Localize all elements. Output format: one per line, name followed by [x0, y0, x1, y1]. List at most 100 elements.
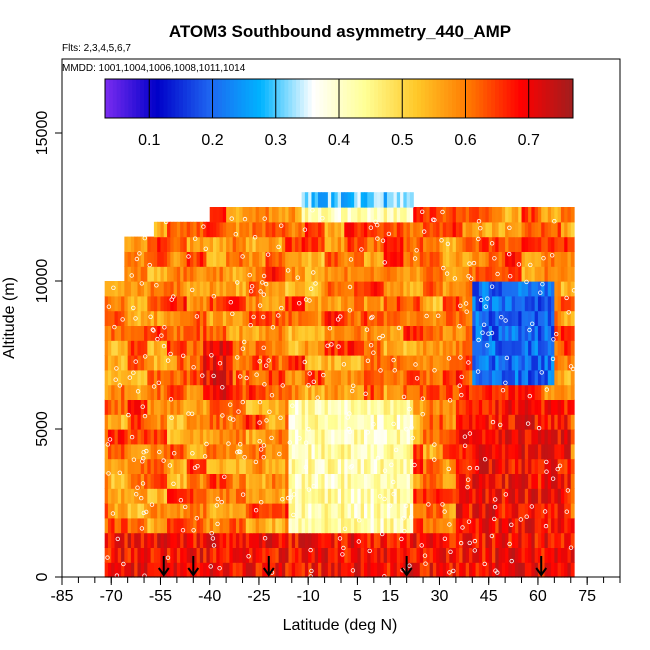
heatmap-cell: [472, 429, 477, 445]
heatmap-cell: [528, 310, 532, 326]
track-point: [493, 497, 498, 502]
track-point: [191, 528, 196, 533]
heatmap-cell: [170, 281, 175, 297]
track-point: [287, 440, 292, 445]
heatmap-cell: [127, 443, 132, 460]
heatmap-cell: [390, 192, 395, 208]
heatmap-cell: [528, 532, 532, 548]
heatmap-cell: [206, 236, 211, 252]
heatmap-cell: [203, 251, 208, 267]
track-point: [264, 363, 269, 368]
heatmap-cell: [245, 532, 250, 548]
heatmap-cell: [475, 503, 480, 519]
track-point: [536, 425, 542, 431]
heatmap-cell: [272, 503, 276, 519]
heatmap-cell: [406, 547, 411, 563]
heatmap-cell: [465, 547, 470, 563]
heatmap-cell: [537, 369, 542, 386]
heatmap-cell: [465, 532, 470, 548]
heatmap-cell: [252, 429, 257, 445]
profile-arrow-head: [157, 567, 170, 577]
heatmap-cell: [180, 266, 185, 282]
track-point: [279, 223, 284, 228]
track-point: [525, 421, 531, 426]
heatmap-cell: [285, 503, 290, 519]
track-point: [147, 262, 152, 268]
heatmap-cell: [446, 547, 450, 563]
heatmap-cell: [281, 221, 286, 238]
heatmap-cell: [495, 517, 500, 534]
heatmap-cell: [495, 221, 500, 238]
heatmap-cell: [281, 236, 286, 252]
heatmap-cell: [406, 369, 411, 386]
heatmap-cell: [265, 310, 270, 326]
heatmap-cell: [252, 399, 257, 415]
heatmap-cell: [318, 384, 322, 400]
heatmap-cell: [252, 473, 257, 489]
heatmap-cell: [127, 236, 132, 252]
heatmap-cell: [567, 458, 572, 474]
heatmap-cell: [291, 503, 296, 519]
track-point: [458, 355, 463, 360]
heatmap-cell: [258, 369, 263, 386]
heatmap-cell: [380, 251, 385, 267]
heatmap-cell: [423, 473, 427, 489]
heatmap-cell: [114, 488, 119, 504]
heatmap-cell: [521, 473, 526, 489]
heatmap-cell: [482, 355, 487, 371]
heatmap-cell: [363, 414, 368, 430]
track-point: [261, 273, 267, 279]
heatmap-cell: [442, 473, 447, 489]
heatmap-cell: [557, 384, 562, 400]
heatmap-cell: [249, 488, 253, 504]
heatmap-cell: [281, 458, 286, 474]
heatmap-cell: [439, 251, 444, 267]
heatmap-cell: [426, 207, 431, 223]
heatmap-cell: [140, 562, 145, 578]
x-tick-label: -10: [297, 588, 320, 605]
track-point: [359, 247, 364, 252]
heatmap-cell: [511, 488, 516, 504]
heatmap-cell: [167, 473, 171, 489]
heatmap-cell: [121, 281, 125, 297]
heatmap-cell: [432, 310, 437, 326]
heatmap-cell: [406, 281, 411, 297]
heatmap-cell: [331, 473, 336, 489]
heatmap-cell: [482, 384, 487, 400]
track-point: [142, 354, 148, 359]
heatmap-cell: [199, 532, 204, 548]
heatmap-cell: [167, 547, 171, 563]
heatmap-cell: [196, 236, 201, 252]
heatmap-cell: [482, 532, 487, 548]
heatmap-cell: [212, 384, 217, 400]
colorbar-swatch: [545, 79, 551, 118]
track-point: [129, 434, 135, 440]
track-point: [368, 343, 374, 348]
heatmap-cell: [531, 399, 536, 415]
heatmap-cell: [485, 503, 490, 519]
heatmap-cell: [373, 251, 378, 267]
heatmap-cell: [469, 473, 473, 489]
heatmap-cell: [383, 547, 388, 563]
track-point: [380, 333, 385, 339]
heatmap-cell: [285, 355, 290, 371]
colorbar-tick-label: 0.3: [265, 132, 287, 149]
track-point: [550, 253, 555, 258]
heatmap-cell: [212, 281, 217, 297]
heatmap-cell: [170, 517, 175, 534]
heatmap-cell: [541, 429, 546, 445]
heatmap-cell: [226, 266, 230, 282]
heatmap-cell: [491, 547, 496, 563]
heatmap-cell: [258, 429, 263, 445]
heatmap-cell: [537, 443, 542, 460]
heatmap-cell: [295, 325, 299, 341]
heatmap-cell: [291, 429, 296, 445]
heatmap-cell: [341, 532, 345, 548]
heatmap-cell: [209, 310, 214, 326]
track-point: [422, 553, 428, 558]
heatmap-cell: [386, 266, 391, 282]
heatmap-cell: [308, 517, 313, 534]
heatmap-cell: [212, 562, 217, 578]
heatmap-cell: [363, 355, 368, 371]
track-point: [240, 492, 246, 497]
